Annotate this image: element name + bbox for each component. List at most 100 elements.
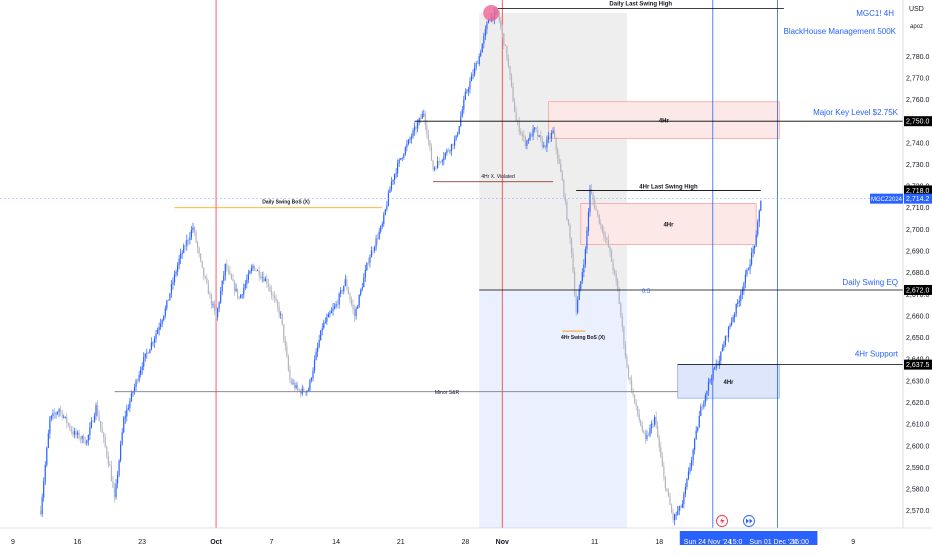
- candle-body: [678, 506, 680, 511]
- candle-body: [592, 194, 594, 201]
- candle-body: [203, 267, 205, 277]
- candle-body: [406, 143, 408, 148]
- candle-body: [153, 338, 156, 343]
- scale-mode-label[interactable]: apoz: [910, 24, 924, 30]
- candle-body: [269, 286, 271, 291]
- candle-body: [664, 476, 667, 489]
- candle-body: [595, 207, 597, 211]
- candle-body: [352, 304, 354, 310]
- candle-body: [172, 282, 174, 285]
- candle-body: [533, 127, 536, 130]
- candle-body: [304, 391, 306, 393]
- candle-body: [730, 321, 733, 325]
- candle-body: [346, 279, 348, 289]
- price-axis-tag: [904, 116, 932, 127]
- candle-body: [266, 278, 268, 284]
- zone-label: 4Hr: [659, 119, 670, 125]
- candle-body: [124, 416, 126, 419]
- candle-body: [584, 249, 586, 265]
- candle-body: [504, 45, 506, 46]
- candle-body: [640, 420, 642, 427]
- candle-body: [170, 284, 173, 294]
- level-label-daily-swing-high: Daily Last Swing High: [609, 2, 672, 8]
- candle-body: [577, 300, 579, 313]
- candle-body: [604, 236, 606, 238]
- candle-body: [503, 33, 505, 46]
- candle-body: [452, 143, 454, 146]
- candle-body: [467, 88, 470, 92]
- candle-body: [327, 314, 329, 318]
- price-axis-background: [903, 0, 932, 550]
- candle-body: [309, 380, 311, 391]
- price-tick-label: 2,580.0: [906, 487, 929, 494]
- candle-body: [118, 460, 120, 475]
- candle-body: [423, 113, 425, 115]
- level-label-daily-bos: Daily Swing BoS (X): [262, 200, 310, 206]
- candle-body: [758, 210, 760, 222]
- candle-body: [501, 26, 503, 34]
- candle-body: [566, 201, 568, 220]
- price-axis: 2,570.0 2,580.0 2,590.0 2,600.0 2,610.0 2,620…: [870, 0, 932, 550]
- candle-body: [370, 250, 373, 258]
- candle-body: [760, 200, 762, 211]
- candle-body: [90, 421, 93, 428]
- candle-body: [210, 294, 213, 305]
- candle-body: [732, 317, 734, 322]
- candle-body: [164, 308, 166, 316]
- fast-forward-icon[interactable]: [743, 515, 755, 527]
- date-range-gray: [479, 12, 627, 290]
- lightning-icon-glyph: [720, 517, 725, 525]
- lightning-icon[interactable]: [716, 515, 728, 527]
- candle-body: [477, 63, 479, 64]
- candle-body: [110, 465, 113, 481]
- candle-body: [373, 247, 376, 251]
- candle-body: [377, 238, 379, 240]
- price-tick-label: 2,700.0: [906, 227, 929, 234]
- candle-body: [298, 389, 300, 392]
- candle-body: [426, 125, 428, 135]
- candle-body: [280, 313, 282, 315]
- candle-body: [440, 161, 442, 163]
- candle-body: [424, 113, 426, 126]
- candle-body: [575, 294, 577, 313]
- candle-body: [83, 435, 85, 443]
- candle-body: [669, 496, 671, 505]
- candle-body: [236, 288, 239, 298]
- candle-body: [726, 336, 728, 338]
- candle-body: [369, 257, 371, 263]
- candle-body: [757, 221, 759, 235]
- candle-body: [449, 150, 451, 152]
- time-tick-label: 7: [270, 539, 274, 546]
- candle-body: [397, 163, 399, 174]
- candle-body: [433, 167, 436, 170]
- candle-body: [530, 133, 533, 137]
- candle-body: [630, 379, 633, 391]
- candle-body: [450, 143, 453, 151]
- candle-body: [220, 291, 222, 303]
- candle-body: [116, 474, 119, 484]
- candle-body: [383, 214, 385, 224]
- candle-body: [420, 118, 422, 120]
- candle-body: [212, 304, 214, 306]
- candle-body: [55, 413, 57, 415]
- candle-body: [41, 497, 43, 515]
- candle-body: [480, 52, 482, 57]
- candle-body: [312, 370, 314, 379]
- candle-body: [49, 418, 51, 434]
- price-axis-tag-label: 2,718.0: [906, 188, 929, 195]
- candle-body: [747, 269, 750, 271]
- candle-body: [264, 278, 266, 282]
- time-cursor-label: Sun 24 Nov '24: [684, 539, 732, 546]
- candle-body: [260, 276, 262, 278]
- candle-body: [180, 253, 182, 259]
- candle-body: [283, 324, 285, 340]
- candle-body: [96, 405, 99, 416]
- candle-body: [357, 306, 359, 309]
- candle-body: [563, 180, 565, 197]
- candle-body: [166, 300, 168, 309]
- currency-label[interactable]: USD: [909, 6, 924, 13]
- candle-body: [380, 226, 382, 232]
- candle-body: [684, 487, 687, 494]
